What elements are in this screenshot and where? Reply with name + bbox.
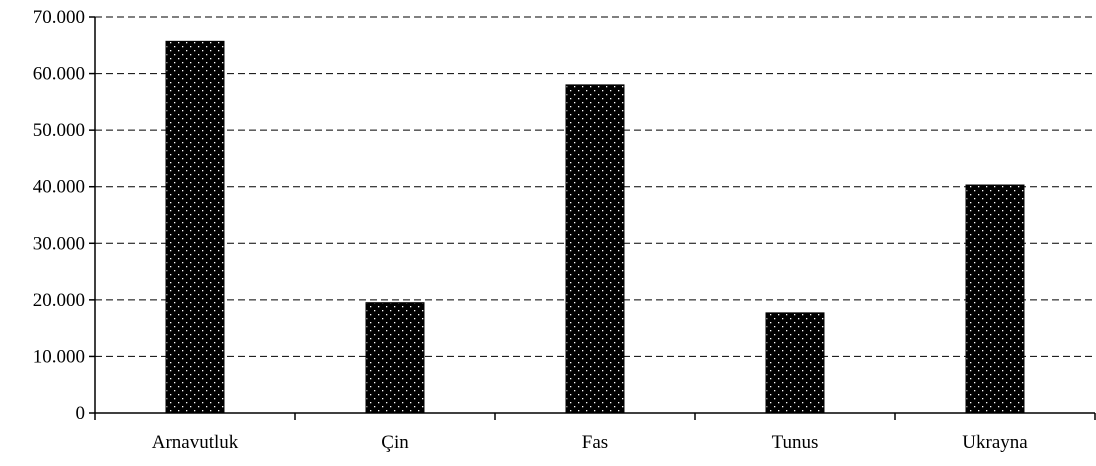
y-tick-label: 0 xyxy=(76,403,86,424)
y-tick-label: 30.000 xyxy=(33,233,85,254)
y-tick-label: 10.000 xyxy=(33,346,85,367)
bar-fas xyxy=(565,84,625,414)
y-tick-label: 20.000 xyxy=(33,290,85,311)
bar-ukrayna xyxy=(965,184,1025,414)
y-tick-label: 50.000 xyxy=(33,120,85,141)
x-tick-label: Arnavutluk xyxy=(152,432,239,453)
x-tick-label: Ukrayna xyxy=(962,432,1028,453)
y-tick-label: 60.000 xyxy=(33,64,85,85)
y-tick-label: 70.000 xyxy=(33,7,85,28)
x-tick-label: Tunus xyxy=(772,432,819,453)
x-tick-labels: Arnavutluk Çin Fas Tunus Ukrayna xyxy=(152,432,1029,453)
y-tick-labels: 0 10.000 20.000 30.000 40.000 50.000 60.000 70.… xyxy=(33,7,85,424)
x-tick-label: Fas xyxy=(582,432,608,453)
bar-çin xyxy=(365,302,425,414)
axes xyxy=(89,16,1096,420)
y-tick-label: 40.000 xyxy=(33,177,85,198)
x-tick-label: Çin xyxy=(381,432,409,453)
bar-tunus xyxy=(765,312,825,414)
bars xyxy=(165,40,1025,414)
bar-arnavutluk xyxy=(165,40,225,414)
